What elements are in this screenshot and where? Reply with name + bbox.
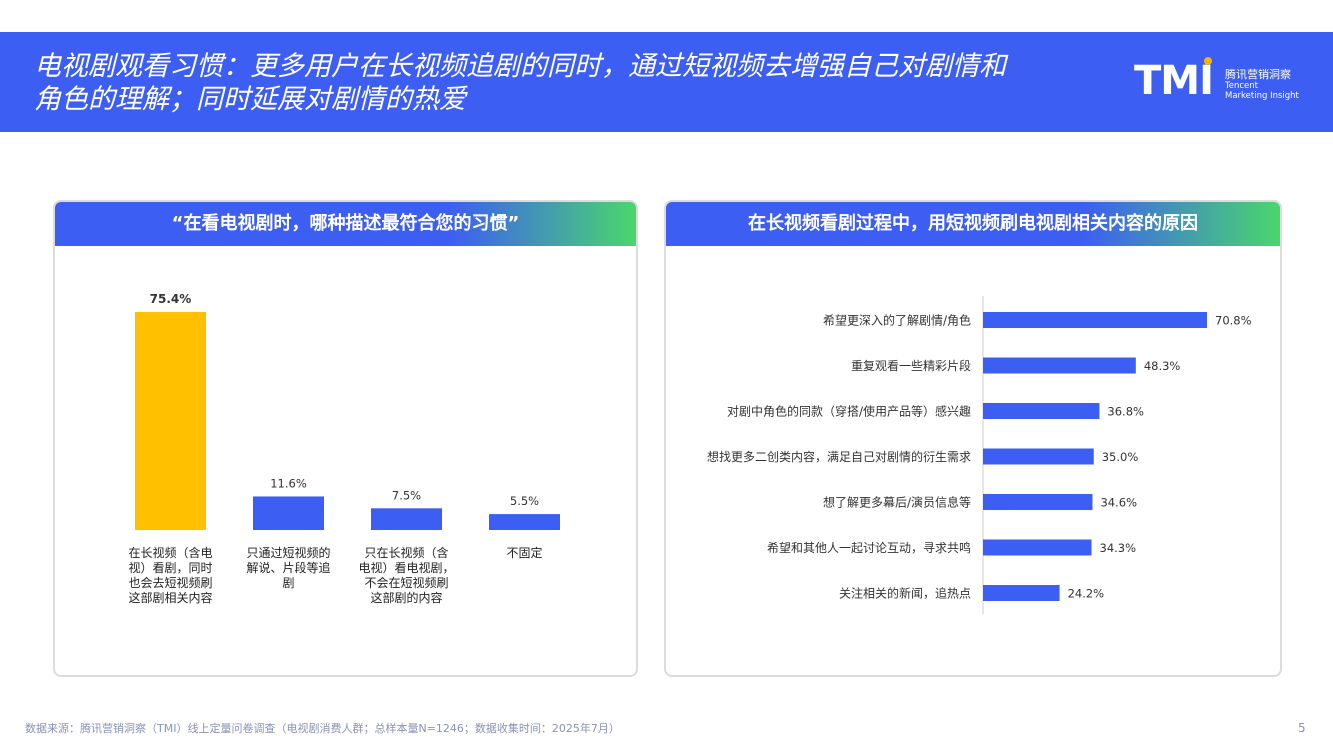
habit-category-line-1-1: 解说、片段等追 bbox=[246, 560, 330, 575]
habit-bar-1 bbox=[253, 496, 324, 530]
habit-bar-2 bbox=[371, 508, 442, 530]
habit-category-line-0-2: 也会去短视频刷 bbox=[128, 575, 212, 590]
habit-category-label-3: 不固定 bbox=[506, 545, 542, 560]
logo-en-text: Tencent Marketing Insight bbox=[1225, 81, 1305, 101]
reason-value-label-2: 36.8% bbox=[1107, 405, 1144, 419]
reason-category-label-4: 想了解更多幕后/演员信息等 bbox=[823, 495, 971, 510]
page-number: 5 bbox=[1298, 721, 1306, 735]
reason-bar-2 bbox=[983, 403, 1100, 419]
reason-bar-5 bbox=[983, 539, 1092, 556]
habit-category-line-2-0: 只在长视频（含 bbox=[364, 545, 448, 560]
habit-bar-3 bbox=[489, 514, 560, 530]
reason-category-label-1: 重复观看一些精彩片段 bbox=[851, 358, 971, 373]
habit-category-line-2-2: 不会在短视频刷 bbox=[364, 575, 448, 590]
habit-value-label-3: 5.5% bbox=[510, 494, 539, 508]
page-title: 电视剧观看习惯：更多用户在长视频追剧的同时，通过短视频去增强自己对剧情和 角色的… bbox=[34, 50, 1074, 116]
logo-dot-icon bbox=[1204, 57, 1212, 65]
habit-category-label-0: 在长视频（含电视）看剧，同时也会去短视频刷这部剧相关内容 bbox=[128, 545, 212, 605]
reason-category-label-5: 希望和其他人一起讨论互动，寻求共鸣 bbox=[767, 540, 971, 555]
habit-category-line-1-2: 剧 bbox=[282, 576, 294, 590]
habit-value-label-0: 75.4% bbox=[150, 292, 192, 306]
habit-category-line-3-0: 不固定 bbox=[506, 545, 542, 560]
data-source-note: 数据来源：腾讯营销洞察（TMI）线上定量问卷调查（电视剧消费人群；总样本量N=1… bbox=[25, 722, 620, 735]
reason-value-label-4: 34.6% bbox=[1100, 496, 1137, 510]
habit-category-line-2-3: 这部剧的内容 bbox=[370, 590, 442, 605]
habit-category-label-1: 只通过短视频的解说、片段等追剧 bbox=[246, 545, 330, 590]
reason-bar-3 bbox=[983, 448, 1094, 465]
reason-bar-chart: 希望更深入的了解剧情/角色 70.8% 重复观看一些精彩片段 48.3% 对剧中角色的同… bbox=[707, 296, 1252, 614]
page-title-line-2: 角色的理解；同时延展对剧情的热爱 bbox=[34, 84, 466, 115]
reason-value-label-3: 35.0% bbox=[1102, 450, 1139, 464]
logo-mark: TMI bbox=[1134, 58, 1214, 104]
habit-value-label-2: 7.5% bbox=[392, 488, 421, 502]
reason-category-label-2: 对剧中角色的同款（穿搭/使用产品等）感兴趣 bbox=[727, 404, 971, 419]
reason-value-label-1: 48.3% bbox=[1144, 359, 1181, 373]
habit-chart-title: “在看电视剧时，哪种描述最符合您的习惯” bbox=[55, 202, 636, 246]
habit-category-line-1-0: 只通过短视频的 bbox=[246, 545, 330, 560]
reason-value-label-6: 24.2% bbox=[1068, 587, 1105, 601]
habit-category-label-2: 只在长视频（含电视）看电视剧，不会在短视频刷这部剧的内容 bbox=[358, 545, 454, 605]
reason-category-label-3: 想找更多二创类内容，满足自己对剧情的衍生需求 bbox=[707, 449, 971, 464]
logo-en-line-2: Marketing Insight bbox=[1225, 91, 1299, 101]
habit-bar-0 bbox=[135, 312, 206, 530]
logo-cn-text: 腾讯营销洞察 bbox=[1225, 68, 1291, 81]
page-title-line-1: 电视剧观看习惯：更多用户在长视频追剧的同时，通过短视频去增强自己对剧情和 bbox=[34, 51, 1006, 82]
reason-bar-0 bbox=[983, 312, 1207, 328]
logo-en-line-1: Tencent bbox=[1225, 81, 1258, 91]
page-header: 电视剧观看习惯：更多用户在长视频追剧的同时，通过短视频去增强自己对剧情和 角色的… bbox=[0, 32, 1333, 132]
reason-category-label-6: 关注相关的新闻，追热点 bbox=[839, 586, 971, 601]
reason-chart-panel: 在长视频看剧过程中，用短视频刷电视剧相关内容的原因 希望更深入的了解剧情/角色 7… bbox=[664, 200, 1282, 677]
habit-value-label-1: 11.6% bbox=[270, 476, 307, 490]
reason-bar-4 bbox=[983, 494, 1093, 510]
habit-category-line-0-3: 这部剧相关内容 bbox=[128, 590, 212, 605]
habit-bar-chart: 75.4% 在长视频（含电视）看剧，同时也会去短视频刷这部剧相关内容 11.6% 只通… bbox=[128, 292, 560, 605]
reason-value-label-0: 70.8% bbox=[1215, 314, 1252, 328]
reason-bar-1 bbox=[983, 357, 1136, 374]
reason-chart-title: 在长视频看剧过程中，用短视频刷电视剧相关内容的原因 bbox=[666, 202, 1280, 246]
reason-bar-6 bbox=[983, 585, 1060, 601]
habit-category-line-2-1: 电视）看电视剧， bbox=[358, 560, 454, 575]
habit-chart-panel: “在看电视剧时，哪种描述最符合您的习惯” 75.4% 在长视频（含电视）看剧，同时… bbox=[53, 200, 638, 677]
habit-category-line-0-1: 视）看剧，同时 bbox=[128, 560, 212, 575]
reason-category-label-0: 希望更深入的了解剧情/角色 bbox=[823, 313, 971, 328]
reason-value-label-5: 34.3% bbox=[1100, 541, 1137, 555]
habit-category-line-0-0: 在长视频（含电 bbox=[128, 545, 212, 560]
tmi-logo: TMI 腾讯营销洞察 Tencent Marketing Insight bbox=[1134, 54, 1304, 114]
